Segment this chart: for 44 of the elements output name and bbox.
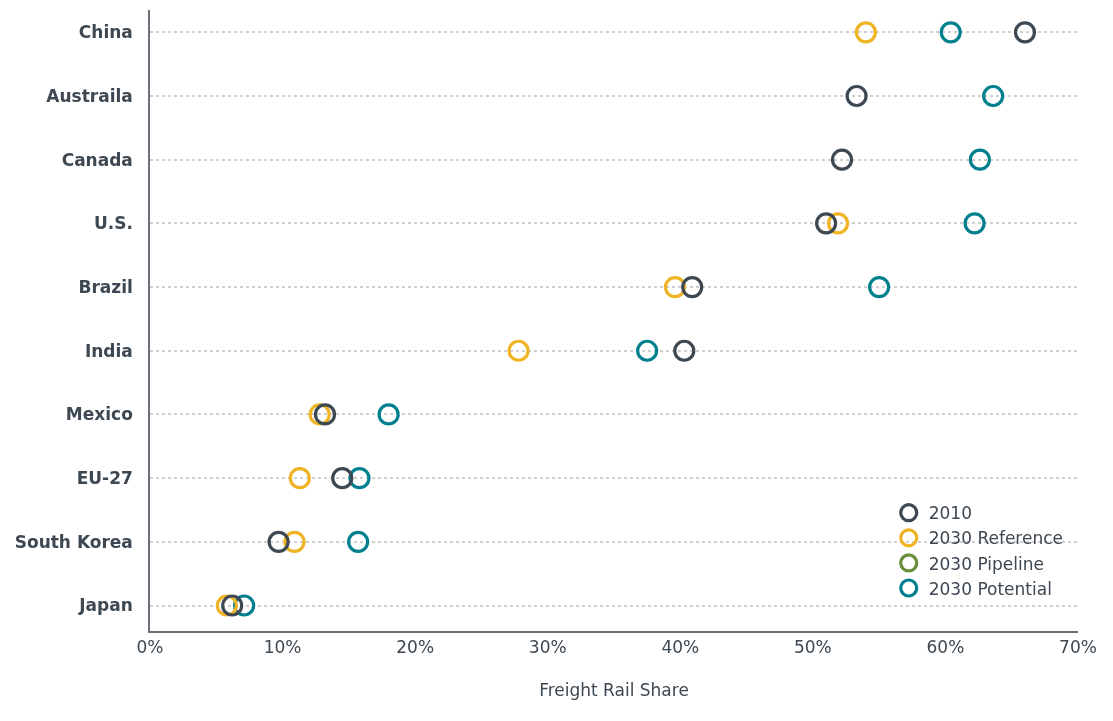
x-tick-label: 70% bbox=[1059, 637, 1097, 658]
point bbox=[968, 148, 991, 171]
legend-label: 2030 Potential bbox=[928, 578, 1052, 599]
legend-label: 2030 Reference bbox=[928, 528, 1063, 549]
point bbox=[507, 339, 530, 362]
point bbox=[673, 339, 696, 362]
point bbox=[939, 21, 962, 44]
point bbox=[854, 21, 877, 44]
y-tick-label: Austraila bbox=[46, 85, 133, 106]
point bbox=[221, 594, 244, 617]
x-tick-label: 40% bbox=[661, 637, 700, 658]
point bbox=[845, 84, 868, 108]
y-tick-label: U.S. bbox=[93, 213, 133, 234]
y-tick-label: Japan bbox=[78, 595, 133, 616]
point bbox=[636, 339, 659, 362]
y-tick-label: Brazil bbox=[78, 277, 133, 298]
x-tick-label: 10% bbox=[263, 637, 302, 658]
point bbox=[963, 212, 986, 235]
point bbox=[288, 467, 311, 490]
point bbox=[1013, 21, 1037, 44]
point bbox=[815, 212, 838, 235]
point bbox=[681, 275, 704, 299]
y-tick-label: India bbox=[84, 340, 133, 361]
point bbox=[377, 403, 400, 426]
point bbox=[830, 148, 854, 171]
y-tick-label: Mexico bbox=[65, 404, 133, 425]
point bbox=[267, 530, 290, 553]
x-axis-title: Freight Rail Share bbox=[539, 680, 689, 701]
x-tick-label: 60% bbox=[926, 637, 965, 658]
legend-label: 2030 Pipeline bbox=[928, 553, 1044, 574]
y-tick-label: China bbox=[78, 22, 133, 43]
x-tick-label: 0% bbox=[136, 637, 164, 658]
y-tick-label: South Korea bbox=[14, 531, 133, 552]
x-tick-label: 50% bbox=[793, 637, 832, 658]
point bbox=[868, 275, 891, 299]
point bbox=[331, 467, 354, 490]
y-tick-label: Canada bbox=[61, 149, 133, 170]
point bbox=[313, 403, 337, 426]
x-tick-label: 30% bbox=[528, 637, 567, 658]
point bbox=[347, 530, 370, 553]
point bbox=[982, 84, 1005, 108]
legend-label: 2010 bbox=[928, 503, 972, 524]
y-tick-label: EU-27 bbox=[76, 468, 133, 489]
x-tick-label: 20% bbox=[396, 637, 435, 658]
